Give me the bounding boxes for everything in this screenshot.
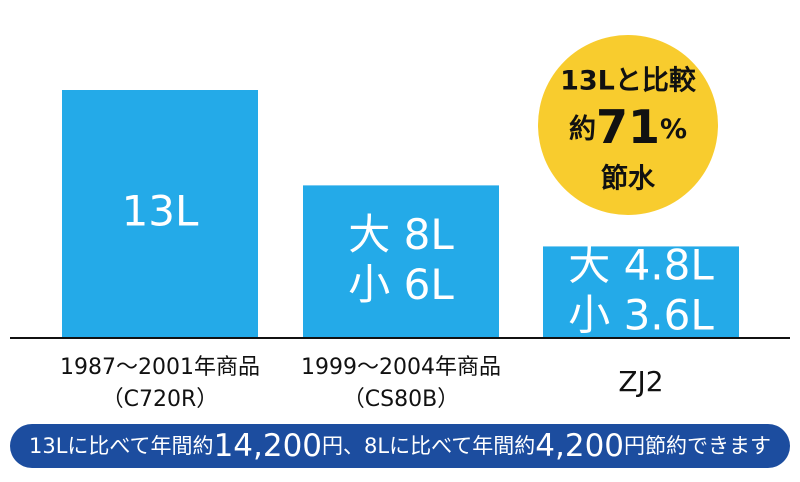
x-tick-label: 1987〜2001年商品 — [60, 355, 260, 380]
badge-prefix: 約 — [569, 113, 596, 145]
footer-part: 4,200 — [535, 428, 624, 464]
footer-part: 円節約できます — [624, 434, 771, 458]
value-label: 小 3.6L — [568, 291, 714, 340]
badge — [538, 35, 718, 215]
badge-line: 約71% — [569, 100, 687, 154]
bar — [62, 90, 258, 338]
value-label: 13L — [122, 187, 199, 236]
badge-line: 節水 — [601, 163, 656, 195]
footer: 13Lに比べて年間約14,200円、8Lに比べて年間約4,200円節約できます — [29, 428, 771, 464]
footer-part: 円、8Lに比べて年間約 — [322, 434, 535, 458]
bar — [303, 185, 499, 338]
value-label: 小 6L — [348, 260, 454, 309]
footer-part: 14,200 — [214, 428, 322, 464]
badge-number: 71 — [596, 100, 660, 154]
x-tick-label: 1999〜2004年商品 — [301, 355, 501, 380]
badge-line: 13Lと比較 — [560, 65, 697, 97]
footer-pill — [10, 424, 790, 468]
badge-unit: % — [660, 114, 687, 145]
x-tick-sublabel: （C720R） — [102, 387, 219, 412]
footer-part: 13Lに比べて年間約 — [29, 434, 214, 458]
value-label: 大 8L — [348, 210, 454, 259]
value-label: 大 4.8L — [568, 241, 714, 290]
x-tick-label: ZJ2 — [618, 365, 663, 398]
bar — [543, 246, 739, 338]
x-tick-sublabel: （CS80B） — [343, 387, 459, 412]
